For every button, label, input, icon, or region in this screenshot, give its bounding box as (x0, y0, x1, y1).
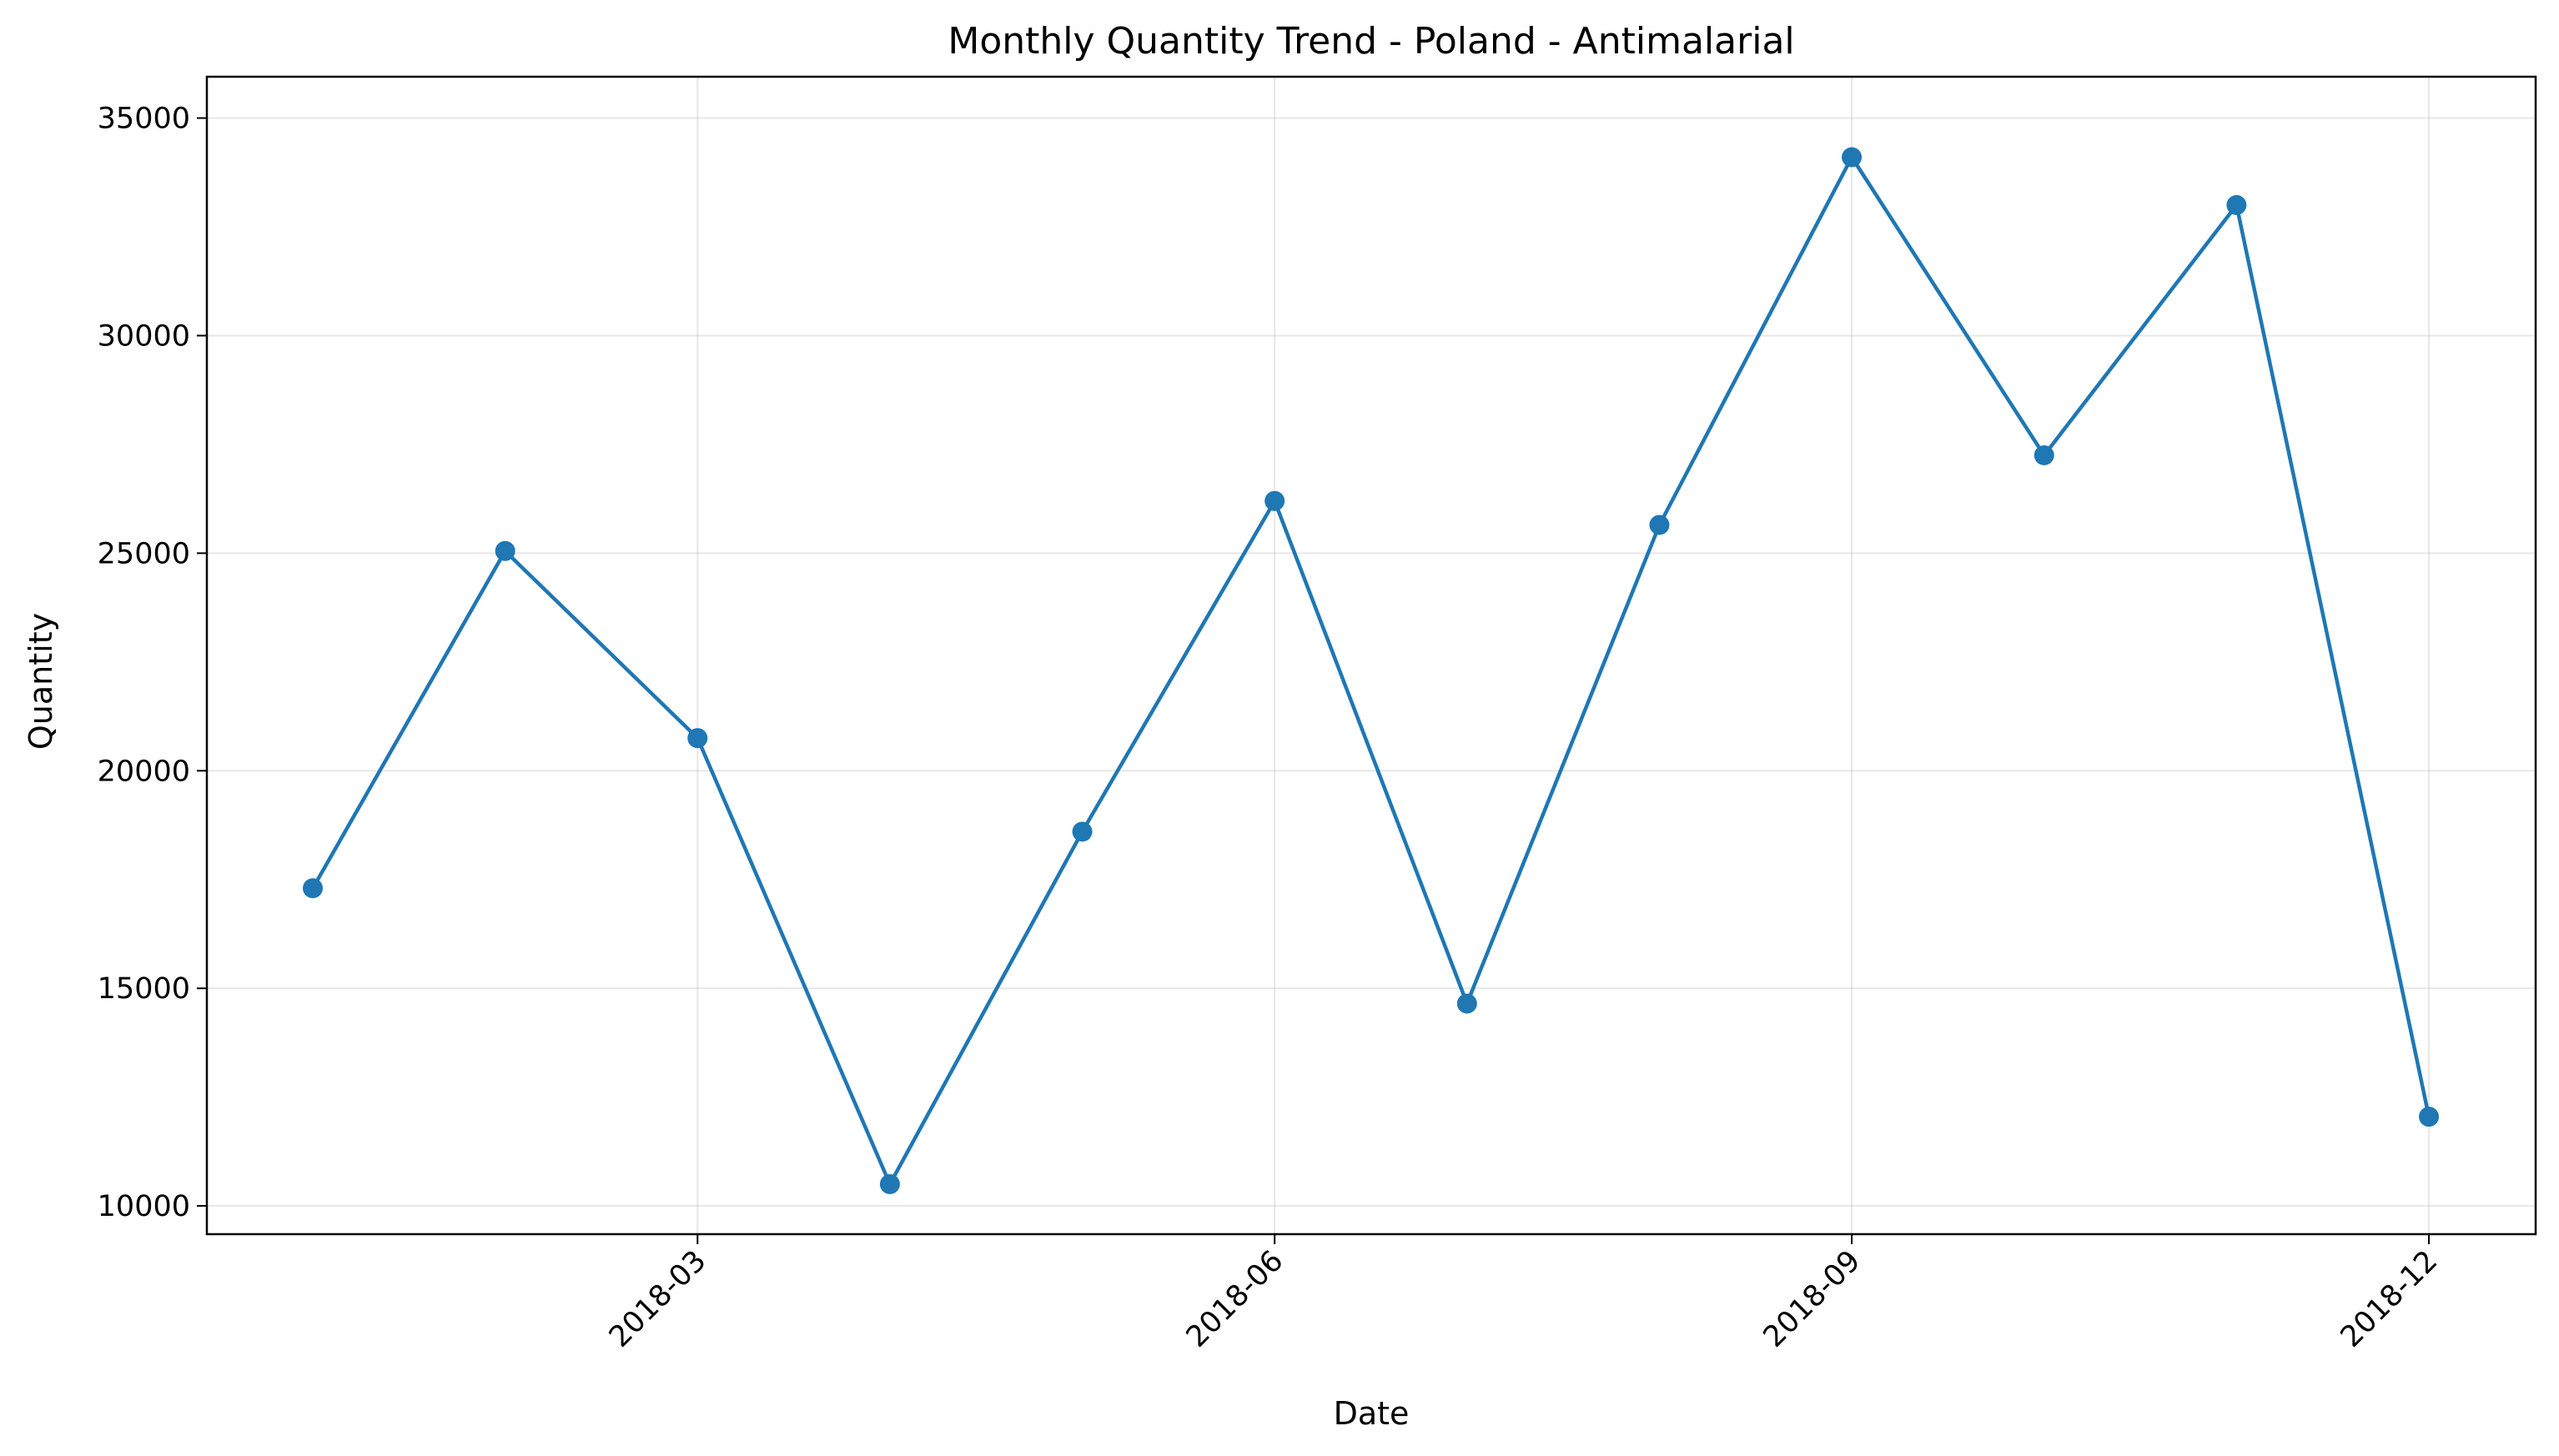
plot-area-frame (205, 75, 2537, 1236)
data-point (687, 728, 708, 749)
y-tick-label: 30000 (98, 319, 190, 353)
data-point (495, 540, 515, 561)
data-point (879, 1173, 900, 1194)
grid-lines (207, 77, 2536, 1234)
y-tick-label: 35000 (98, 103, 190, 136)
data-point (1264, 490, 1285, 511)
y-tick-label: 15000 (98, 972, 190, 1006)
y-tick-label: 25000 (98, 537, 190, 570)
y-tick-label: 20000 (98, 755, 190, 788)
data-point (1456, 993, 1477, 1014)
data-point (1649, 515, 1670, 535)
data-point (2419, 1107, 2439, 1127)
data-point (1072, 821, 1093, 842)
chart-title: Monthly Quantity Trend - Poland - Antima… (948, 20, 1794, 63)
data-point (303, 878, 323, 899)
series-line (310, 155, 2431, 1187)
data-point (2034, 444, 2054, 465)
data-point (1842, 147, 1863, 168)
data-point (2226, 194, 2247, 215)
x-axis-label: Date (1334, 1395, 1410, 1432)
y-axis-label: Quantity (23, 613, 59, 750)
y-tick-label: 10000 (98, 1190, 190, 1223)
series-group (303, 147, 2439, 1194)
